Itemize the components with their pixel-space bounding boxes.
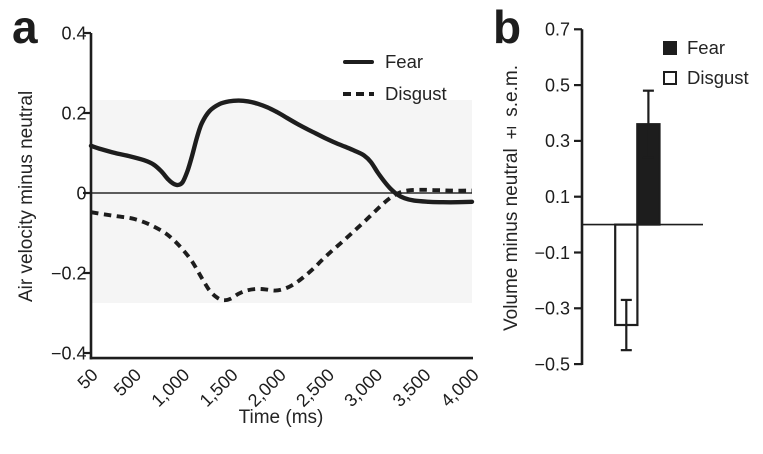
x-tick-label-a: 1,000 (147, 365, 193, 411)
legend-label-disgust-bar: Disgust (687, 67, 749, 89)
legend-label-fear-bar: Fear (687, 37, 726, 58)
x-tick-label-a: 2,500 (292, 365, 338, 411)
panel-a-letter: a (12, 1, 38, 53)
panel-a-x-axis-title: Time (ms) (238, 407, 324, 428)
y-tick-label-b: 0.1 (545, 187, 570, 207)
y-tick-label-b: −0.1 (534, 243, 570, 263)
legend-item-fear: Fear (343, 50, 447, 73)
fear-line (88, 98, 475, 205)
y-tick-label-b: −0.3 (534, 299, 570, 319)
y-tick-label-a: −0.2 (51, 263, 87, 283)
y-tick-label-a: −0.4 (51, 343, 87, 363)
panel-b-legend: Fear Disgust (663, 36, 749, 89)
panel-b-y-axis-title: Volume minus neutral ± s.e.m. (501, 65, 522, 331)
legend-item-disgust: Disgust (343, 82, 447, 105)
panel-a-y-axis-title: Air velocity minus neutral (16, 90, 37, 302)
legend-item-disgust-bar: Disgust (663, 66, 749, 89)
fear-solid-line-swatch (343, 59, 374, 64)
disgust-open-square-swatch (663, 70, 677, 85)
fear-filled-square-swatch (663, 40, 677, 55)
panel-a-legend: Fear Disgust (343, 50, 447, 105)
x-tick-label-a: 500 (110, 365, 145, 400)
x-tick-label-a: 1,500 (196, 365, 242, 411)
x-tick-label-a: 50 (74, 365, 102, 393)
y-tick-label-b: 0.3 (545, 131, 570, 151)
legend-label-fear: Fear (385, 51, 424, 72)
y-tick-label-b: −0.5 (534, 354, 570, 374)
y-tick-label-b: 0.5 (545, 75, 570, 95)
x-tick-label-a: 2,000 (244, 365, 290, 411)
y-tick-label-a: 0.2 (61, 103, 86, 123)
y-tick-label-a: 0 (76, 183, 86, 203)
legend-label-disgust: Disgust (385, 83, 447, 105)
x-tick-label-a: 3,500 (389, 365, 435, 411)
panel-b-letter: b (493, 1, 522, 53)
y-tick-label-a: 0.4 (61, 23, 86, 43)
disgust-line (90, 187, 473, 303)
y-tick-label-b: 0.7 (545, 20, 570, 40)
x-tick-label-a: 4,000 (437, 365, 483, 411)
disgust-dashed-line-swatch (343, 91, 374, 96)
x-tick-label-a: 3,000 (340, 365, 386, 411)
legend-item-fear-bar: Fear (663, 36, 749, 59)
